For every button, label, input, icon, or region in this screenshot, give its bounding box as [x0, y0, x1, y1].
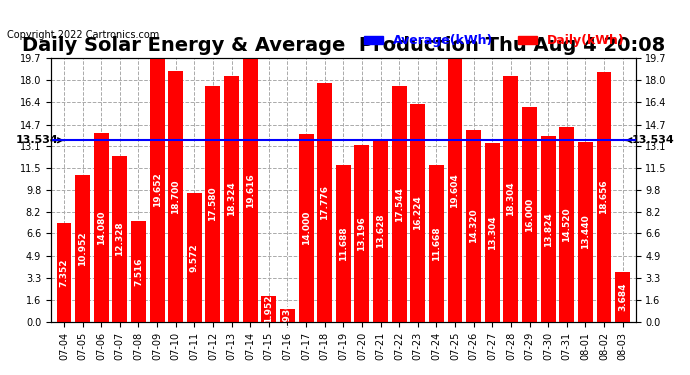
- Text: 18.700: 18.700: [171, 179, 180, 214]
- Text: 19.616: 19.616: [246, 173, 255, 208]
- Text: 17.776: 17.776: [320, 185, 329, 220]
- Legend: Average(kWh), Daily(kWh): Average(kWh), Daily(kWh): [359, 29, 629, 52]
- Bar: [466, 130, 481, 322]
- Bar: [373, 139, 388, 322]
- Bar: [355, 145, 369, 322]
- Bar: [150, 58, 164, 322]
- Text: 12.328: 12.328: [115, 222, 124, 256]
- Text: 16.000: 16.000: [525, 197, 534, 232]
- Text: Copyright 2022 Cartronics.com: Copyright 2022 Cartronics.com: [7, 30, 159, 39]
- Bar: [262, 296, 276, 322]
- Bar: [392, 87, 406, 322]
- Text: 16.224: 16.224: [413, 196, 422, 230]
- Text: 13.628: 13.628: [376, 213, 385, 248]
- Bar: [541, 136, 555, 322]
- Bar: [243, 58, 257, 322]
- Text: 7.516: 7.516: [134, 257, 143, 286]
- Bar: [75, 175, 90, 322]
- Bar: [597, 72, 611, 322]
- Bar: [206, 86, 220, 322]
- Text: 17.544: 17.544: [395, 187, 404, 222]
- Text: 0.936: 0.936: [283, 302, 292, 330]
- Text: 13.824: 13.824: [544, 212, 553, 246]
- Text: 11.668: 11.668: [432, 226, 441, 261]
- Bar: [112, 156, 127, 322]
- Text: 3.684: 3.684: [618, 283, 627, 311]
- Text: 13.440: 13.440: [581, 214, 590, 249]
- Bar: [485, 143, 500, 322]
- Bar: [615, 273, 630, 322]
- Bar: [522, 107, 537, 322]
- Bar: [578, 141, 593, 322]
- Bar: [317, 83, 332, 322]
- Bar: [411, 104, 425, 322]
- Bar: [131, 221, 146, 322]
- Bar: [187, 194, 201, 322]
- Text: 19.652: 19.652: [152, 172, 161, 207]
- Bar: [336, 165, 351, 322]
- Text: 9.572: 9.572: [190, 243, 199, 272]
- Text: 14.520: 14.520: [562, 207, 571, 242]
- Text: 18.304: 18.304: [506, 182, 515, 216]
- Title: Daily Solar Energy & Average  Production Thu Aug 4 20:08: Daily Solar Energy & Average Production …: [21, 36, 665, 55]
- Text: 14.080: 14.080: [97, 210, 106, 244]
- Text: 13.304: 13.304: [488, 215, 497, 250]
- Text: 18.656: 18.656: [600, 179, 609, 214]
- Text: 14.000: 14.000: [302, 211, 310, 245]
- Text: 18.324: 18.324: [227, 182, 236, 216]
- Bar: [504, 76, 518, 322]
- Text: 13.196: 13.196: [357, 216, 366, 251]
- Text: 7.352: 7.352: [59, 258, 68, 287]
- Bar: [429, 165, 444, 322]
- Text: 17.580: 17.580: [208, 187, 217, 221]
- Bar: [168, 71, 183, 322]
- Bar: [299, 134, 313, 322]
- Bar: [94, 133, 108, 322]
- Text: 1.952: 1.952: [264, 294, 273, 323]
- Text: 11.688: 11.688: [339, 226, 348, 261]
- Text: 19.604: 19.604: [451, 173, 460, 208]
- Text: 14.320: 14.320: [469, 209, 478, 243]
- Bar: [57, 223, 72, 322]
- Bar: [224, 76, 239, 322]
- Bar: [560, 127, 574, 322]
- Bar: [448, 59, 462, 322]
- Text: 10.952: 10.952: [78, 231, 87, 266]
- Bar: [280, 309, 295, 322]
- Text: 13.534: 13.534: [16, 135, 64, 145]
- Text: 13.534: 13.534: [627, 135, 675, 145]
